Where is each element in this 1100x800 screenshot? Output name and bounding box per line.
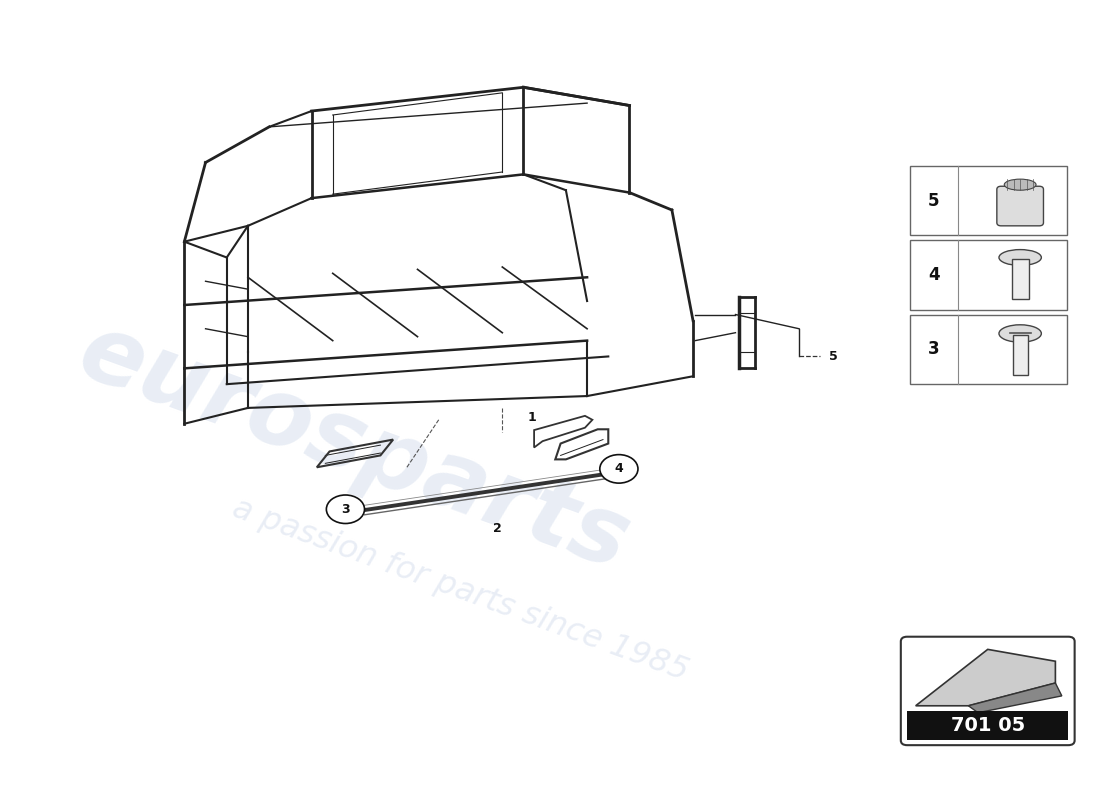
Text: eurosparts: eurosparts xyxy=(66,306,641,590)
Text: 4: 4 xyxy=(615,462,624,475)
Ellipse shape xyxy=(1004,179,1036,190)
Polygon shape xyxy=(968,683,1062,713)
Text: 1: 1 xyxy=(528,411,537,424)
FancyBboxPatch shape xyxy=(911,240,1067,310)
Text: 4: 4 xyxy=(928,266,939,284)
Text: 5: 5 xyxy=(928,191,939,210)
Polygon shape xyxy=(915,650,1055,706)
Circle shape xyxy=(327,495,364,523)
FancyBboxPatch shape xyxy=(911,166,1067,235)
Circle shape xyxy=(600,454,638,483)
Text: 701 05: 701 05 xyxy=(950,716,1025,735)
FancyBboxPatch shape xyxy=(901,637,1075,745)
Ellipse shape xyxy=(999,325,1042,342)
FancyBboxPatch shape xyxy=(997,186,1044,226)
Text: 3: 3 xyxy=(928,340,939,358)
FancyBboxPatch shape xyxy=(908,710,1068,741)
Text: 5: 5 xyxy=(828,350,837,363)
Text: 3: 3 xyxy=(341,502,350,516)
Text: 2: 2 xyxy=(493,522,502,534)
Text: a passion for parts since 1985: a passion for parts since 1985 xyxy=(228,493,692,687)
FancyBboxPatch shape xyxy=(1013,335,1027,374)
FancyBboxPatch shape xyxy=(911,314,1067,384)
Ellipse shape xyxy=(999,250,1042,266)
FancyBboxPatch shape xyxy=(1012,259,1028,298)
